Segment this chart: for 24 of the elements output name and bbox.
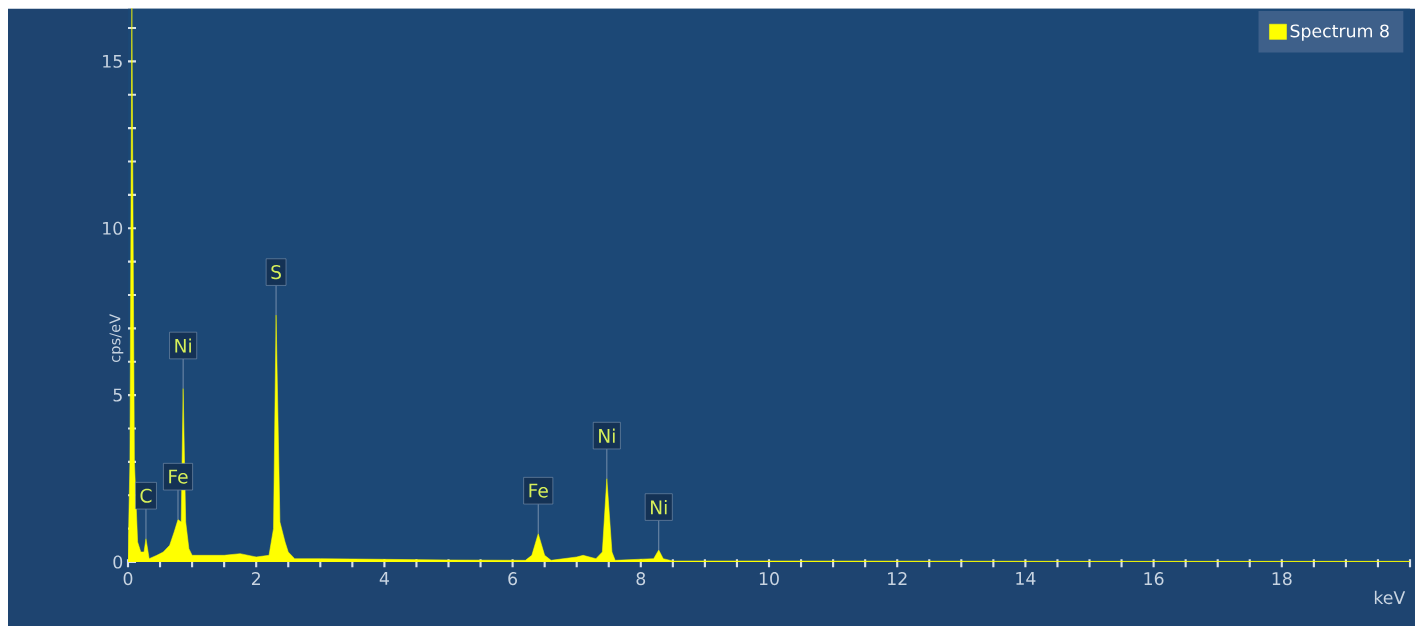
annotation: Ni xyxy=(651,499,667,515)
x-tick-label: 4 xyxy=(379,572,389,585)
x-tick-label: 14 xyxy=(1016,572,1036,585)
annotation: Ni xyxy=(599,428,615,443)
x-tick-label: 18 xyxy=(1272,572,1292,586)
y-tick-label: 10 xyxy=(103,221,123,235)
annotation: S xyxy=(271,265,281,280)
y-axis-title: cps/eV xyxy=(109,313,124,363)
x-tick-label: 8 xyxy=(636,572,646,586)
x-tick-label: 6 xyxy=(508,572,518,586)
annotation: Ni xyxy=(175,338,191,353)
x-axis-title: keV xyxy=(1374,590,1406,605)
y-tick-label: 5 xyxy=(113,388,122,402)
y-tick-label: 15 xyxy=(103,54,122,68)
legend-label: Spectrum 8 xyxy=(1290,24,1389,41)
x-tick-label: 0 xyxy=(123,572,133,586)
annotation: C xyxy=(140,488,152,503)
annotation: Fe xyxy=(169,469,188,484)
x-tick-label: 16 xyxy=(1144,572,1164,586)
annotation: Fe xyxy=(529,483,548,498)
y-tick-label: 0 xyxy=(113,555,123,569)
x-tick-label: 12 xyxy=(888,572,907,585)
x-tick-label: 10 xyxy=(759,572,779,586)
x-tick-label: 2 xyxy=(251,572,260,585)
